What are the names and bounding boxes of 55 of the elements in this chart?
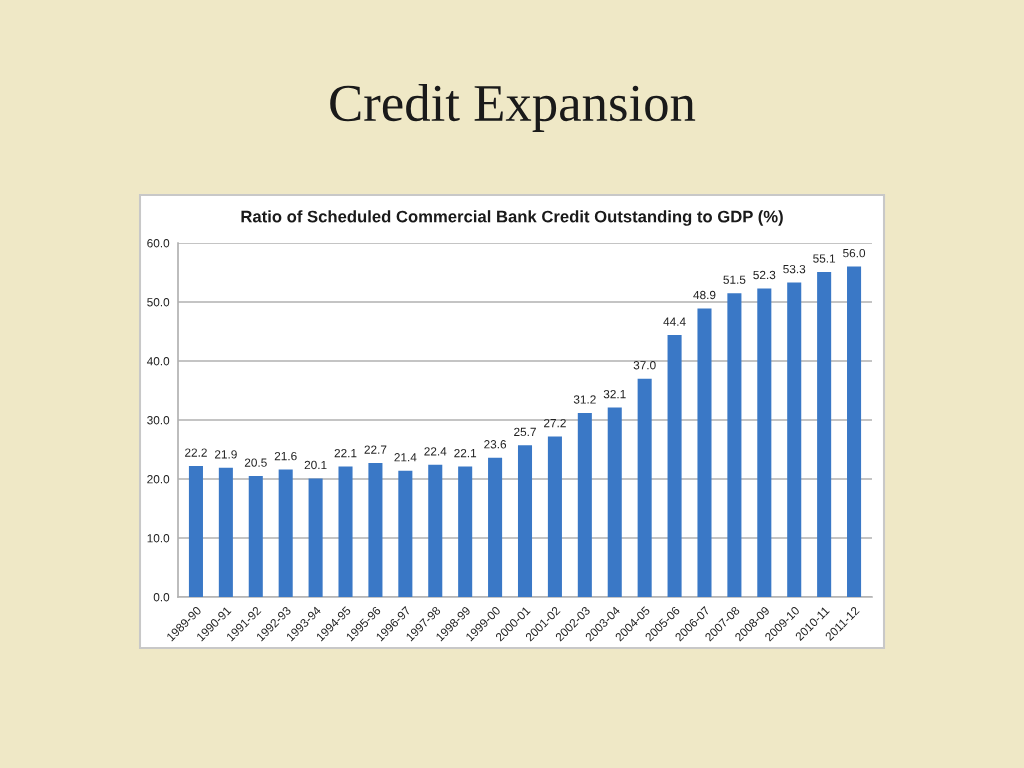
data-label: 22.1: [334, 448, 357, 458]
data-label: 22.2: [185, 448, 207, 457]
y-tick-label: 30.0: [147, 416, 170, 425]
bar: [847, 266, 862, 597]
y-tick-label: 40.0: [146, 357, 170, 366]
data-label: 22.7: [364, 445, 387, 454]
bar: [308, 478, 323, 597]
bar: [428, 464, 443, 597]
bar: [188, 466, 203, 597]
y-tick-label: 50.0: [147, 298, 170, 307]
bar: [218, 467, 233, 597]
bar: [757, 288, 772, 597]
bar: [248, 476, 263, 597]
bar: [637, 378, 652, 597]
chart-title: Credit Expansion: [330, 84, 696, 132]
data-label: 25.7: [514, 427, 536, 437]
data-label: 55.1: [813, 254, 836, 263]
data-label: 20.5: [244, 458, 267, 467]
data-label: 44.4: [663, 317, 686, 326]
data-label: 51.5: [723, 275, 746, 284]
y-tick-label: 10.0: [147, 534, 170, 543]
y-tick-label: 0.0: [153, 593, 170, 602]
bar: [727, 293, 742, 597]
y-tick-label: 20.0: [147, 475, 170, 484]
data-label: 21.4: [394, 453, 417, 462]
bar: [488, 457, 503, 597]
data-label: 32.1: [603, 389, 626, 399]
data-label: 53.3: [783, 264, 806, 274]
data-label: 20.1: [304, 460, 327, 470]
bar: [278, 469, 293, 597]
bar: [697, 308, 712, 597]
bar: [817, 271, 832, 597]
data-label: 21.6: [274, 451, 297, 461]
bar: [338, 466, 353, 597]
bar: [547, 436, 562, 597]
bar: [517, 445, 533, 597]
bar: [458, 466, 473, 597]
bar: [577, 412, 592, 597]
data-label: 22.4: [424, 447, 447, 456]
data-label: 56.0: [843, 248, 866, 258]
data-label: 48.9: [693, 290, 716, 300]
bar: [368, 463, 383, 597]
bar: [398, 470, 413, 597]
bar: [607, 407, 622, 597]
bar: [787, 282, 802, 597]
data-label: 31.2: [573, 395, 596, 404]
data-label: 21.9: [214, 450, 237, 459]
data-label: 52.3: [753, 270, 776, 280]
bar: [667, 335, 682, 597]
data-label: 22.1: [454, 448, 477, 458]
data-label: 27.2: [544, 418, 566, 428]
data-label: 37.0: [633, 361, 656, 370]
data-label: 23.6: [484, 440, 507, 449]
chart-subtitle: Ratio of Scheduled Commercial Bank Credit Outstanding to GDP (%): [241, 210, 783, 226]
y-tick-label: 60.0: [147, 239, 170, 248]
